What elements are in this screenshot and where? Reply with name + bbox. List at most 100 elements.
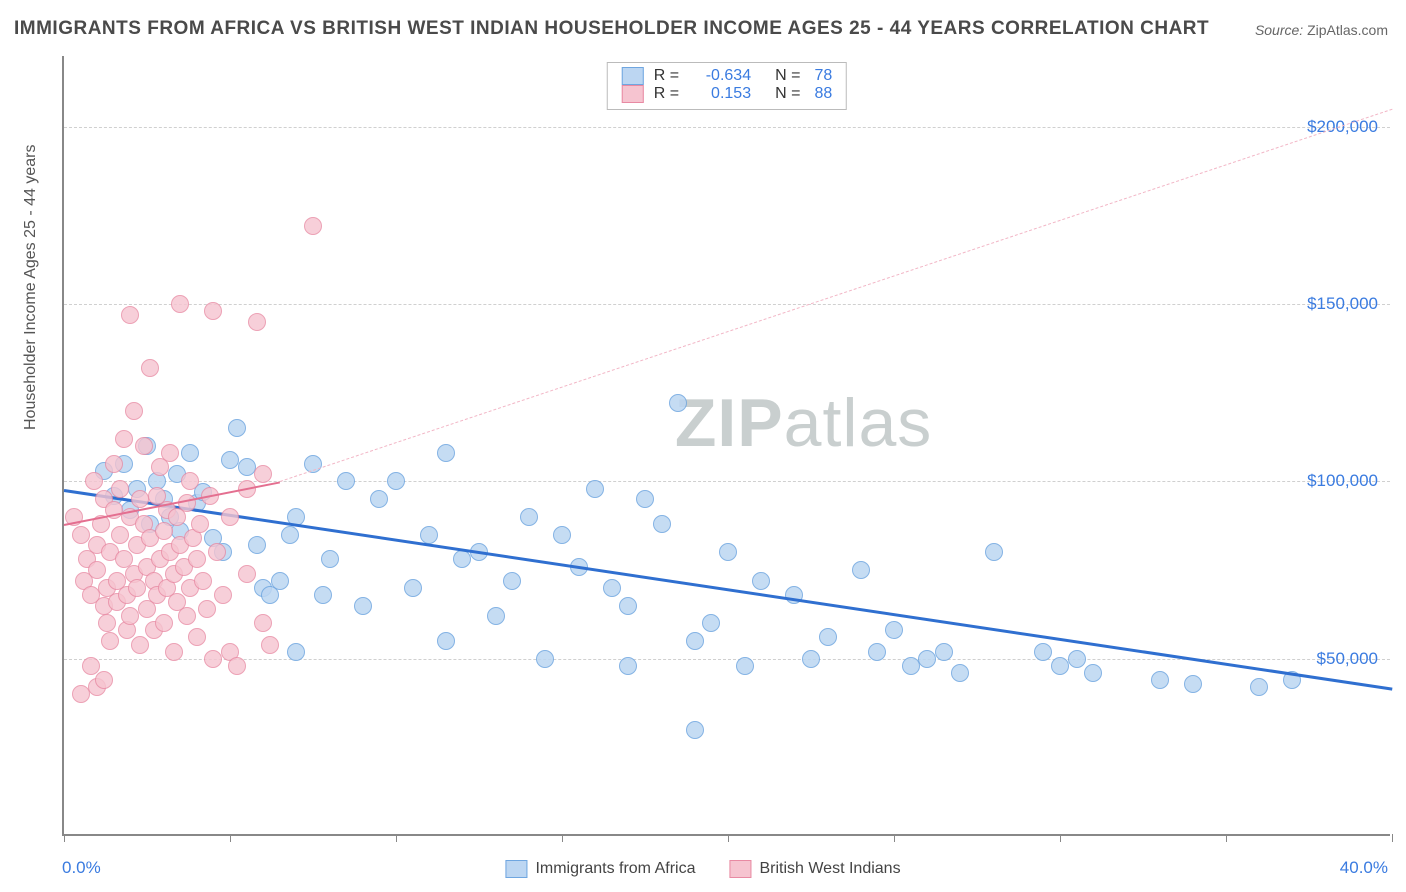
- data-point: [1068, 650, 1086, 668]
- data-point: [271, 572, 289, 590]
- data-point: [135, 437, 153, 455]
- data-point: [178, 607, 196, 625]
- data-point: [165, 643, 183, 661]
- data-point: [653, 515, 671, 533]
- x-tick: [396, 834, 397, 842]
- data-point: [121, 306, 139, 324]
- data-point: [487, 607, 505, 625]
- x-tick: [64, 834, 65, 842]
- data-point: [404, 579, 422, 597]
- legend-row: R =-0.634N =78: [622, 67, 832, 85]
- data-point: [111, 526, 129, 544]
- watermark-text: ZIPatlas: [675, 384, 932, 462]
- data-point: [82, 657, 100, 675]
- data-point: [128, 579, 146, 597]
- data-point: [105, 455, 123, 473]
- data-point: [188, 628, 206, 646]
- x-tick: [1060, 834, 1061, 842]
- source-label: Source:: [1255, 22, 1303, 38]
- legend-r-value: 0.153: [693, 85, 751, 103]
- legend-swatch: [505, 860, 527, 878]
- data-point: [221, 508, 239, 526]
- x-tick: [562, 834, 563, 842]
- data-point: [238, 458, 256, 476]
- legend-swatch: [729, 860, 751, 878]
- data-point: [238, 565, 256, 583]
- data-point: [868, 643, 886, 661]
- data-point: [141, 359, 159, 377]
- data-point: [985, 543, 1003, 561]
- data-point: [98, 614, 116, 632]
- data-point: [72, 526, 90, 544]
- legend-label: Immigrants from Africa: [535, 860, 695, 878]
- data-point: [228, 419, 246, 437]
- data-point: [719, 543, 737, 561]
- legend-swatch: [622, 67, 644, 85]
- data-point: [586, 480, 604, 498]
- legend-r-value: -0.634: [693, 67, 751, 85]
- gridline: [64, 304, 1390, 305]
- correlation-legend: R =-0.634N =78R =0.153N =88: [607, 62, 847, 110]
- data-point: [115, 430, 133, 448]
- y-tick-label: $50,000: [1317, 649, 1378, 669]
- data-point: [686, 721, 704, 739]
- data-point: [437, 444, 455, 462]
- x-tick: [1392, 834, 1393, 842]
- x-tick: [894, 834, 895, 842]
- data-point: [885, 621, 903, 639]
- data-point: [1034, 643, 1052, 661]
- data-point: [188, 550, 206, 568]
- data-point: [72, 685, 90, 703]
- data-point: [95, 671, 113, 689]
- data-point: [636, 490, 654, 508]
- data-point: [85, 472, 103, 490]
- data-point: [214, 586, 232, 604]
- chart-title: IMMIGRANTS FROM AFRICA VS BRITISH WEST I…: [14, 18, 1209, 40]
- data-point: [204, 302, 222, 320]
- data-point: [702, 614, 720, 632]
- data-point: [304, 217, 322, 235]
- data-point: [131, 490, 149, 508]
- data-point: [208, 543, 226, 561]
- data-point: [354, 597, 372, 615]
- data-point: [101, 632, 119, 650]
- data-point: [1184, 675, 1202, 693]
- data-point: [155, 522, 173, 540]
- data-point: [204, 650, 222, 668]
- data-point: [155, 614, 173, 632]
- x-tick: [230, 834, 231, 842]
- y-tick-label: $150,000: [1307, 294, 1378, 314]
- data-point: [503, 572, 521, 590]
- data-point: [171, 295, 189, 313]
- data-point: [254, 465, 272, 483]
- data-point: [88, 561, 106, 579]
- data-point: [902, 657, 920, 675]
- legend-n-value: 88: [814, 85, 832, 103]
- data-point: [387, 472, 405, 490]
- x-tick: [728, 834, 729, 842]
- data-point: [321, 550, 339, 568]
- legend-label: British West Indians: [759, 860, 900, 878]
- legend-n-value: 78: [814, 67, 832, 85]
- data-point: [619, 597, 637, 615]
- data-point: [287, 643, 305, 661]
- x-tick: [1226, 834, 1227, 842]
- data-point: [686, 632, 704, 650]
- data-point: [111, 480, 129, 498]
- data-point: [254, 614, 272, 632]
- data-point: [736, 657, 754, 675]
- data-point: [228, 657, 246, 675]
- data-point: [181, 444, 199, 462]
- data-point: [669, 394, 687, 412]
- gridline: [64, 127, 1390, 128]
- data-point: [125, 402, 143, 420]
- x-axis-min-label: 0.0%: [62, 858, 101, 878]
- data-point: [437, 632, 455, 650]
- legend-row: R =0.153N =88: [622, 85, 832, 103]
- x-axis-max-label: 40.0%: [1340, 858, 1388, 878]
- data-point: [181, 472, 199, 490]
- data-point: [420, 526, 438, 544]
- data-point: [802, 650, 820, 668]
- legend-n-label: N =: [775, 85, 800, 103]
- trend-line: [280, 109, 1393, 482]
